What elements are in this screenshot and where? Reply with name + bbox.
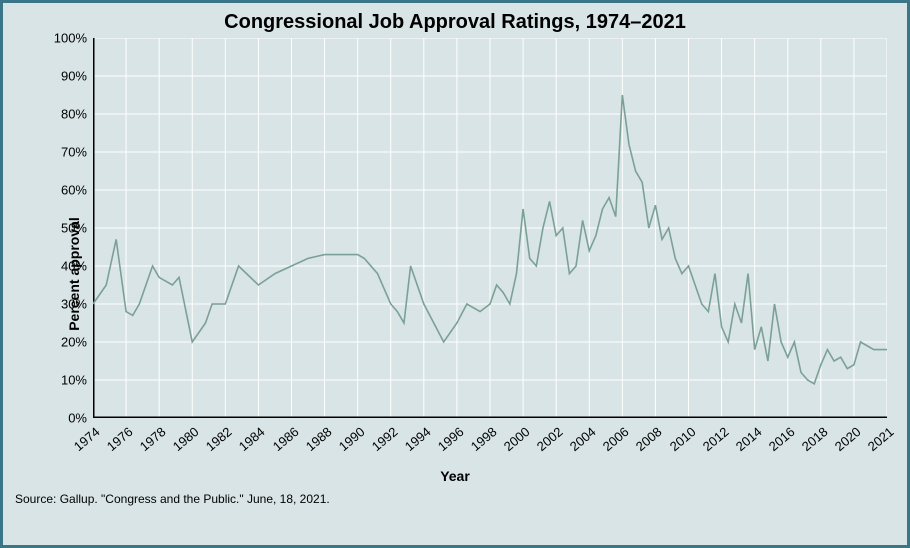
x-tick-label: 1992 xyxy=(369,424,401,454)
y-tick-label: 10% xyxy=(61,373,93,388)
y-tick-label: 30% xyxy=(61,297,93,312)
x-tick-label: 1980 xyxy=(170,424,202,454)
x-tick-label: 2002 xyxy=(534,424,566,454)
chart-title: Congressional Job Approval Ratings, 1974… xyxy=(3,3,907,38)
x-tick-label: 2008 xyxy=(633,424,665,454)
y-tick-label: 60% xyxy=(61,183,93,198)
x-tick-label: 1998 xyxy=(468,424,500,454)
x-tick-label: 1974 xyxy=(71,424,103,454)
x-tick-label: 1976 xyxy=(104,424,136,454)
x-tick-label: 2006 xyxy=(600,424,632,454)
x-tick-label: 2021 xyxy=(865,424,897,454)
x-tick-label: 2000 xyxy=(501,424,533,454)
x-tick-label: 1988 xyxy=(302,424,334,454)
y-tick-label: 50% xyxy=(61,221,93,236)
x-axis-label: Year xyxy=(3,468,907,484)
x-tick-label: 1984 xyxy=(236,424,268,454)
x-tick-label: 2012 xyxy=(699,424,731,454)
chart-container: Congressional Job Approval Ratings, 1974… xyxy=(0,0,910,548)
plot-area: 0%10%20%30%40%50%60%70%80%90%100%1974197… xyxy=(93,38,887,418)
x-tick-label: 1996 xyxy=(435,424,467,454)
source-note: Source: Gallup. "Congress and the Public… xyxy=(3,484,907,506)
y-tick-label: 100% xyxy=(54,31,93,46)
x-tick-label: 2010 xyxy=(666,424,698,454)
x-tick-label: 1994 xyxy=(402,424,434,454)
y-tick-label: 90% xyxy=(61,69,93,84)
y-tick-label: 0% xyxy=(68,411,93,426)
y-tick-label: 80% xyxy=(61,107,93,122)
x-tick-label: 2014 xyxy=(733,424,765,454)
x-tick-label: 1986 xyxy=(269,424,301,454)
y-tick-label: 40% xyxy=(61,259,93,274)
x-tick-label: 2018 xyxy=(799,424,831,454)
y-tick-label: 20% xyxy=(61,335,93,350)
x-tick-label: 1990 xyxy=(336,424,368,454)
y-tick-label: 70% xyxy=(61,145,93,160)
x-tick-label: 2020 xyxy=(832,424,864,454)
x-tick-label: 1978 xyxy=(137,424,169,454)
x-tick-label: 1982 xyxy=(203,424,235,454)
x-tick-label: 2016 xyxy=(766,424,798,454)
x-tick-label: 2004 xyxy=(567,424,599,454)
chart-svg xyxy=(93,38,887,418)
